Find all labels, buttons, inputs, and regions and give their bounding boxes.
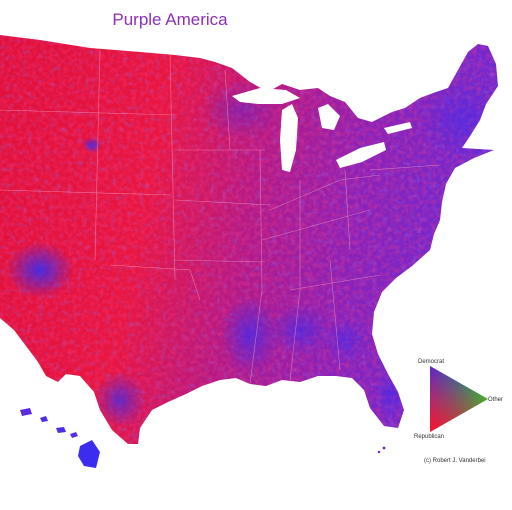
map-title: Purple America [112,10,228,29]
hawaii [20,408,100,468]
florida-keys [377,446,386,454]
copyright-credit: (c) Robert J. Vanderbei [424,458,486,464]
great-lakes [232,88,412,172]
legend-label-other: Other [488,397,504,403]
legend-label-republican: Republican [414,434,445,440]
legend-triangle [430,366,488,432]
legend-label-democrat: Democrat [418,359,445,365]
